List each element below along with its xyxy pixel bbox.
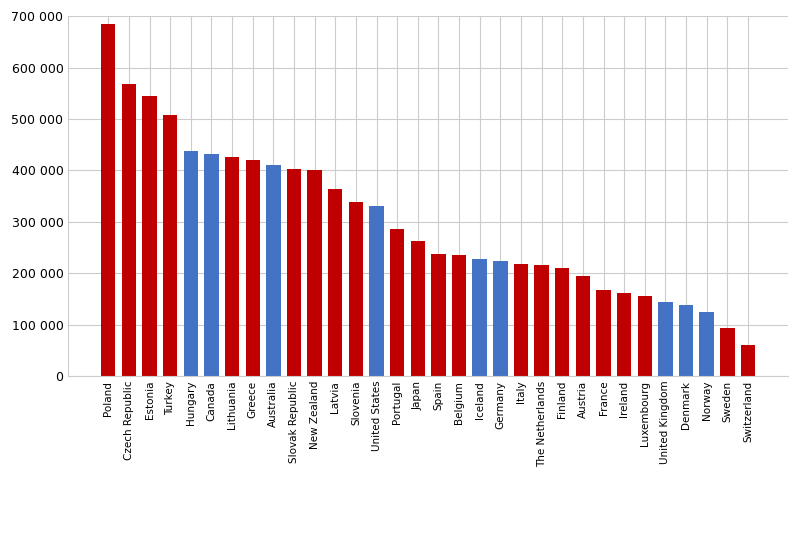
Bar: [575, 276, 589, 376]
Bar: [451, 255, 466, 376]
Bar: [410, 241, 425, 376]
Bar: [121, 84, 136, 376]
Bar: [101, 24, 116, 376]
Bar: [554, 268, 569, 376]
Bar: [472, 259, 487, 376]
Bar: [328, 190, 342, 376]
Bar: [740, 345, 754, 376]
Bar: [596, 290, 610, 376]
Bar: [369, 206, 383, 376]
Bar: [307, 170, 321, 376]
Bar: [204, 154, 218, 376]
Bar: [430, 253, 445, 376]
Bar: [616, 293, 630, 376]
Bar: [225, 157, 239, 376]
Bar: [266, 165, 280, 376]
Bar: [389, 229, 404, 376]
Bar: [163, 115, 177, 376]
Bar: [513, 264, 528, 376]
Bar: [245, 159, 259, 376]
Bar: [719, 328, 734, 376]
Bar: [183, 151, 198, 376]
Bar: [534, 265, 548, 376]
Bar: [699, 312, 713, 376]
Bar: [637, 296, 651, 376]
Bar: [287, 169, 301, 376]
Bar: [658, 302, 672, 376]
Bar: [142, 96, 157, 376]
Bar: [349, 202, 363, 376]
Bar: [678, 306, 692, 376]
Bar: [492, 261, 507, 376]
